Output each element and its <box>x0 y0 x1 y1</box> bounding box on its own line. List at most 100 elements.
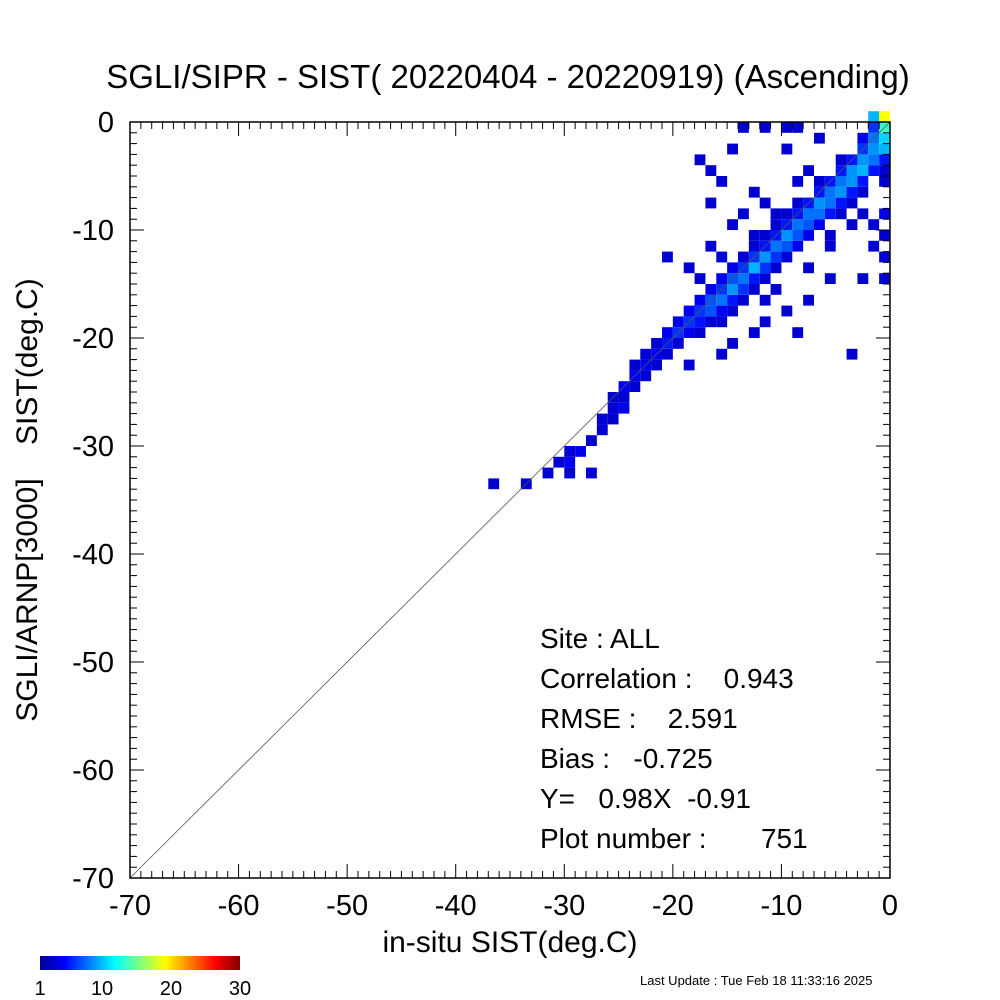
heatmap-cell <box>716 305 728 317</box>
heatmap-cell <box>683 262 695 274</box>
heatmap-cell <box>759 262 771 274</box>
heatmap-cell <box>727 294 738 306</box>
heatmap-cell <box>488 478 500 490</box>
heatmap-cell <box>662 327 673 338</box>
heatmap-cell <box>868 143 880 155</box>
heatmap-cell <box>868 154 880 166</box>
heatmap-cell <box>586 435 597 446</box>
heatmap-cell <box>564 456 576 468</box>
heatmap-cell <box>748 240 760 252</box>
heatmap-cell <box>629 381 641 392</box>
heatmap-cell <box>857 176 869 187</box>
heatmap-cell <box>596 413 608 425</box>
heatmap-cell <box>814 197 825 209</box>
heatmap-cell <box>846 165 858 176</box>
heatmap-cell <box>781 251 793 263</box>
heatmap-cell <box>738 284 749 295</box>
stats-line: Y= 0.98X -0.91 <box>540 783 751 814</box>
heatmap-cell <box>705 316 717 328</box>
heatmap-cell <box>716 251 728 263</box>
heatmap-cell <box>781 122 793 133</box>
stats-line: Site : ALL <box>540 623 660 654</box>
heatmap-cell <box>683 327 695 338</box>
heatmap-cell <box>846 176 858 187</box>
heatmap-cell <box>814 208 825 220</box>
heatmap-cell <box>683 305 695 317</box>
x-tick-label: -20 <box>652 890 694 922</box>
heatmap-cell <box>716 316 728 328</box>
x-tick-label: 0 <box>882 890 898 922</box>
heatmap-cell <box>792 219 804 230</box>
heatmap-cell <box>694 327 706 338</box>
heatmap-cell <box>596 424 608 436</box>
heatmap-cell <box>694 316 706 328</box>
heatmap-cell <box>792 230 804 241</box>
heatmap-cell <box>803 165 814 176</box>
heatmap-cell <box>814 176 825 187</box>
y-tick-label: -10 <box>72 215 114 247</box>
heatmap-cell <box>846 197 858 209</box>
y-tick-label: -70 <box>72 863 114 895</box>
heatmap-cell <box>738 122 749 133</box>
heatmap-cell <box>803 294 814 306</box>
heatmap-cell <box>564 467 576 479</box>
heatmap-cell <box>748 186 760 198</box>
heatmap-cell <box>727 338 738 349</box>
y-tick-label: -30 <box>72 431 114 463</box>
heatmap-cell <box>879 251 890 263</box>
heatmap-cell <box>781 208 793 220</box>
heatmap-cell <box>618 392 630 403</box>
heatmap-cell <box>759 122 771 133</box>
y-tick-labels: 0 -10 -20 -30 -40 -50 -60 -70 <box>72 107 114 895</box>
heatmap-cell <box>868 165 880 176</box>
heatmap-cell <box>879 143 890 155</box>
x-tick-label: -70 <box>109 890 151 922</box>
heatmap-cell <box>672 338 684 349</box>
heatmap-cell <box>748 273 760 284</box>
heatmap-cell <box>770 219 782 230</box>
heatmap-cell <box>814 219 825 230</box>
stats-box: Site : ALL Correlation : 0.943 RMSE : 2.59… <box>540 623 808 854</box>
heatmap-cell <box>607 413 619 425</box>
heatmap-cell <box>727 262 738 274</box>
heatmap-cell <box>824 197 836 209</box>
heatmap-cell <box>792 122 804 133</box>
heatmap-cell <box>846 348 858 360</box>
heatmap-cell <box>553 456 565 468</box>
heatmap-cell <box>868 219 880 230</box>
heatmap-cell <box>770 284 782 295</box>
x-tick-label: -30 <box>543 890 585 922</box>
heatmap-cell <box>879 111 890 122</box>
heatmap-cell <box>781 240 793 252</box>
heatmap-cell <box>759 230 771 241</box>
heatmap-cell <box>792 197 804 209</box>
chart-title: SGLI/SIPR - SIST( 20220404 - 20220919) (… <box>106 58 909 95</box>
x-tick-label: -60 <box>218 890 260 922</box>
heatmap-cell <box>770 251 782 263</box>
heatmap-cell <box>694 294 706 306</box>
heatmap-cell <box>727 284 738 295</box>
x-tick-label: -40 <box>435 890 477 922</box>
heatmap-cell <box>748 262 760 274</box>
heatmap-cell <box>770 262 782 274</box>
heatmap-cell <box>824 186 836 198</box>
last-update: Last Update : Tue Feb 18 11:33:16 2025 <box>640 973 873 988</box>
heatmap-cell <box>846 219 858 230</box>
heatmap-cell <box>705 305 717 317</box>
colorbar-tick-label: 1 <box>34 978 45 1000</box>
x-tick-labels: -70 -60 -50 -40 -30 -20 -10 0 <box>109 890 898 922</box>
heatmap-cell <box>868 111 880 122</box>
y-tick-label: -60 <box>72 755 114 787</box>
x-tick-label: -10 <box>760 890 802 922</box>
heatmap-cell <box>716 176 728 187</box>
heatmap-cell <box>879 132 890 144</box>
heatmap-cell <box>868 122 880 133</box>
y-tick-label: -20 <box>72 323 114 355</box>
heatmap-cell <box>607 402 619 414</box>
heatmap-cell <box>835 197 847 209</box>
heatmap-cell <box>759 316 771 328</box>
heatmap-cell <box>705 284 717 295</box>
axis-ticks <box>129 121 891 879</box>
heatmap-cell <box>738 251 749 263</box>
